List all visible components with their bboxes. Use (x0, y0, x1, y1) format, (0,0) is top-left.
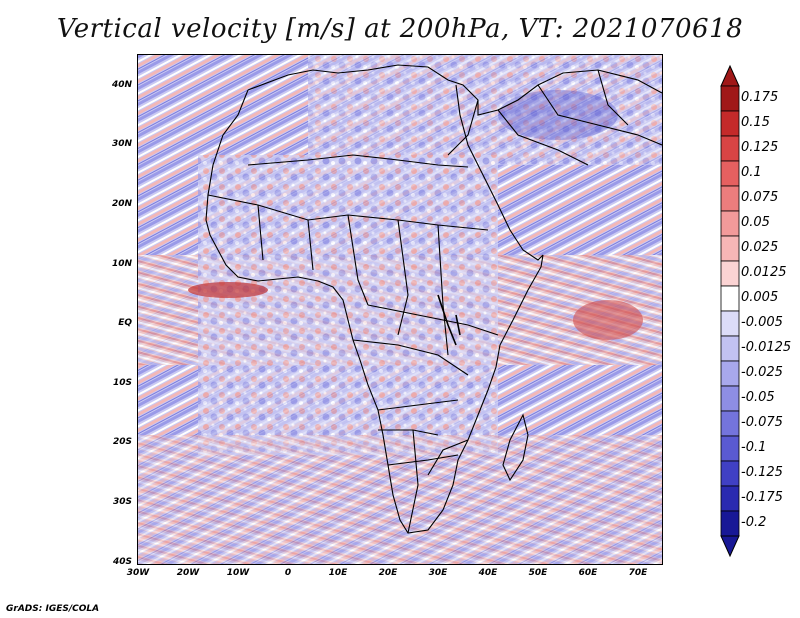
colorbar-swatch (720, 460, 740, 487)
lon-label-50e: 50E (528, 568, 548, 578)
colorbar-tick-label: -0.075 (741, 415, 783, 430)
colorbar-tick-label: -0.005 (741, 315, 783, 330)
lon-label-70e: 70E (628, 568, 648, 578)
lat-label-20s: 20S (112, 437, 132, 447)
lon-label-30w: 30W (126, 568, 150, 578)
colorbar-swatch (720, 285, 740, 312)
map-title: Vertical velocity [m/s] at 200hPa, VT: 2… (56, 14, 744, 44)
lon-label-10e: 10E (328, 568, 348, 578)
colorbar (720, 64, 740, 558)
colorbar-swatch (720, 185, 740, 212)
colorbar-swatch (720, 410, 740, 437)
colorbar-swatch (720, 310, 740, 337)
colorbar-tick-label: 0.05 (741, 215, 770, 230)
colorbar-tick-label: 0.005 (741, 290, 779, 305)
lon-label-30e: 30E (428, 568, 448, 578)
map-panel (137, 54, 663, 565)
lon-label-60e: 60E (578, 568, 598, 578)
lat-label-eq: EQ (118, 318, 132, 328)
lon-label-20w: 20W (176, 568, 200, 578)
colorbar-tick-label: -0.1 (741, 440, 767, 455)
lon-label-0: 0 (284, 568, 292, 578)
colorbar-tick-label: 0.1 (741, 165, 762, 180)
colorbar-swatch (720, 160, 740, 187)
lat-label-40n: 40N (111, 80, 132, 90)
colorbar-tick-label: 0.125 (741, 140, 779, 155)
lat-label-30s: 30S (112, 497, 132, 507)
colorbar-swatch (720, 210, 740, 237)
colorbar-tick-label: -0.2 (741, 515, 767, 530)
colorbar-tick-label: 0.075 (741, 190, 779, 205)
colorbar-swatch (720, 360, 740, 387)
lat-label-10s: 10S (112, 378, 132, 388)
colorbar-swatch (720, 510, 740, 537)
colorbar-swatch (720, 235, 740, 262)
colorbar-tick-label: -0.0125 (741, 340, 792, 355)
lat-label-40s: 40S (112, 557, 132, 567)
colorbar-tick-label: 0.025 (741, 240, 779, 255)
colorbar-tick-label: -0.05 (741, 390, 775, 405)
colorbar-tick-label: -0.175 (741, 490, 783, 505)
lon-label-20e: 20E (378, 568, 398, 578)
lat-label-20n: 20N (111, 199, 132, 209)
colorbar-swatch (720, 435, 740, 462)
lon-label-40e: 40E (478, 568, 498, 578)
colorbar-bottom-arrow (720, 535, 740, 558)
credit-text: GrADS: IGES/COLA (6, 604, 100, 614)
map-plot (138, 55, 662, 564)
colorbar-swatch (720, 335, 740, 362)
colorbar-tick-label: -0.125 (741, 465, 783, 480)
colorbar-swatch (720, 135, 740, 162)
lat-label-10n: 10N (111, 259, 132, 269)
colorbar-swatch (720, 385, 740, 412)
colorbar-tick-label: 0.175 (741, 90, 779, 105)
lon-label-10w: 10W (226, 568, 250, 578)
colorbar-swatch (720, 485, 740, 512)
colorbar-tick-label: 0.0125 (741, 265, 787, 280)
colorbar-tick-label: 0.15 (741, 115, 770, 130)
colorbar-tick-label: -0.025 (741, 365, 783, 380)
colorbar-top-arrow (720, 64, 740, 87)
colorbar-swatch (720, 110, 740, 137)
lat-label-30n: 30N (111, 139, 132, 149)
colorbar-swatch (720, 260, 740, 287)
colorbar-swatch (720, 85, 740, 112)
